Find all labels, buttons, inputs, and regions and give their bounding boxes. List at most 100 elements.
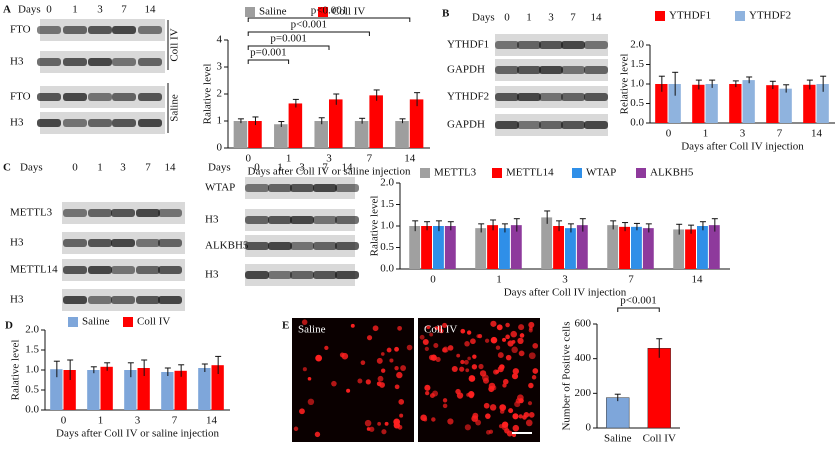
lane-label: 14 [342, 162, 354, 174]
blot-band [138, 119, 162, 127]
cell [350, 323, 355, 328]
blot-band [290, 216, 314, 224]
x-tick-label: Coll IV [643, 433, 676, 445]
bar [369, 95, 383, 148]
cell [470, 338, 476, 345]
cell [302, 367, 307, 372]
cell [393, 418, 401, 426]
y-tick-label: 4 [217, 34, 223, 46]
lane-label: 1 [72, 4, 78, 16]
y-axis-label: Relative level [619, 54, 631, 115]
cell [467, 356, 471, 361]
blot-band [37, 58, 61, 66]
image-label: Coll IV [424, 324, 457, 336]
blot-band [335, 216, 359, 224]
blot-band [584, 121, 608, 129]
x-axis-label: Days after Coll IV or saline injection [248, 166, 411, 178]
cell [490, 336, 498, 344]
cell [434, 326, 439, 330]
significance-bracket [247, 31, 370, 36]
legend-label: YTHDF1 [669, 10, 711, 22]
blot-band [584, 66, 608, 74]
y-tick-label: 0.5 [380, 241, 394, 253]
legend-label: Saline [82, 316, 110, 328]
significance-bracket [247, 59, 290, 64]
cell [424, 384, 431, 391]
blot-band [584, 41, 608, 49]
y-tick-label: 0.0 [630, 117, 644, 129]
cell [428, 354, 435, 361]
cell [372, 325, 379, 332]
lane-label: 14 [591, 12, 603, 24]
bar [433, 226, 444, 269]
panel-label: E [282, 320, 289, 332]
bar [487, 225, 498, 269]
blot-band [63, 58, 87, 66]
cell [433, 343, 439, 349]
row-label: YTHDF1 [447, 39, 489, 51]
bar [655, 84, 668, 123]
cell [528, 321, 535, 328]
cell [451, 365, 458, 373]
row-label: GAPDH [447, 64, 485, 76]
cell [398, 399, 405, 405]
cell [490, 320, 497, 327]
y-tick-label: 2.0 [25, 324, 39, 336]
cell [381, 429, 387, 435]
cell [346, 388, 351, 393]
cell [491, 385, 497, 391]
cell [432, 390, 439, 397]
bar [100, 366, 113, 410]
bar [705, 84, 718, 123]
bar [685, 229, 696, 269]
cell [394, 346, 399, 352]
blot-band [268, 271, 292, 279]
blot-band [63, 239, 87, 247]
legend-label: METTL14 [506, 167, 554, 179]
x-tick-label: 1 [98, 415, 104, 427]
cell [502, 337, 507, 342]
lane-label: 3 [299, 162, 305, 174]
blot-band [539, 93, 563, 101]
bar [510, 225, 522, 269]
y-tick-label: 3 [217, 61, 223, 73]
blot-band [111, 209, 135, 217]
bar [409, 226, 421, 269]
bar [565, 228, 576, 269]
cell [377, 421, 382, 426]
legend-label: Coll IV [137, 316, 170, 328]
cell [365, 379, 371, 385]
cell [471, 364, 478, 370]
cell [528, 412, 535, 418]
row-label: H3 [205, 269, 219, 281]
blot-band [268, 216, 292, 224]
cell [499, 404, 505, 410]
blot-band [539, 66, 563, 74]
blot-band [88, 266, 112, 274]
y-tick-label: 0 [217, 142, 223, 154]
x-tick-label: 0 [61, 415, 67, 427]
cell [376, 357, 383, 364]
cell [466, 330, 472, 335]
cell [464, 424, 471, 431]
cell [483, 402, 490, 409]
y-tick-label: 0.5 [25, 384, 39, 396]
cell [497, 352, 504, 359]
cell [339, 352, 345, 358]
bar [174, 370, 187, 410]
y-tick-label: 0.0 [25, 404, 39, 416]
y-tick-label: 2 [217, 88, 223, 100]
x-tick-label: 0 [430, 274, 436, 286]
bar [198, 368, 211, 410]
x-tick-label: 7 [172, 415, 178, 427]
cell [442, 403, 448, 409]
blot-band [495, 66, 519, 74]
panel-label: C [3, 162, 11, 174]
legend-swatch [123, 317, 133, 327]
row-label: YTHDF2 [447, 91, 489, 103]
bar [274, 124, 288, 148]
cell [369, 426, 375, 432]
blot-band [290, 242, 314, 250]
cell [406, 344, 413, 351]
bar [619, 226, 630, 269]
